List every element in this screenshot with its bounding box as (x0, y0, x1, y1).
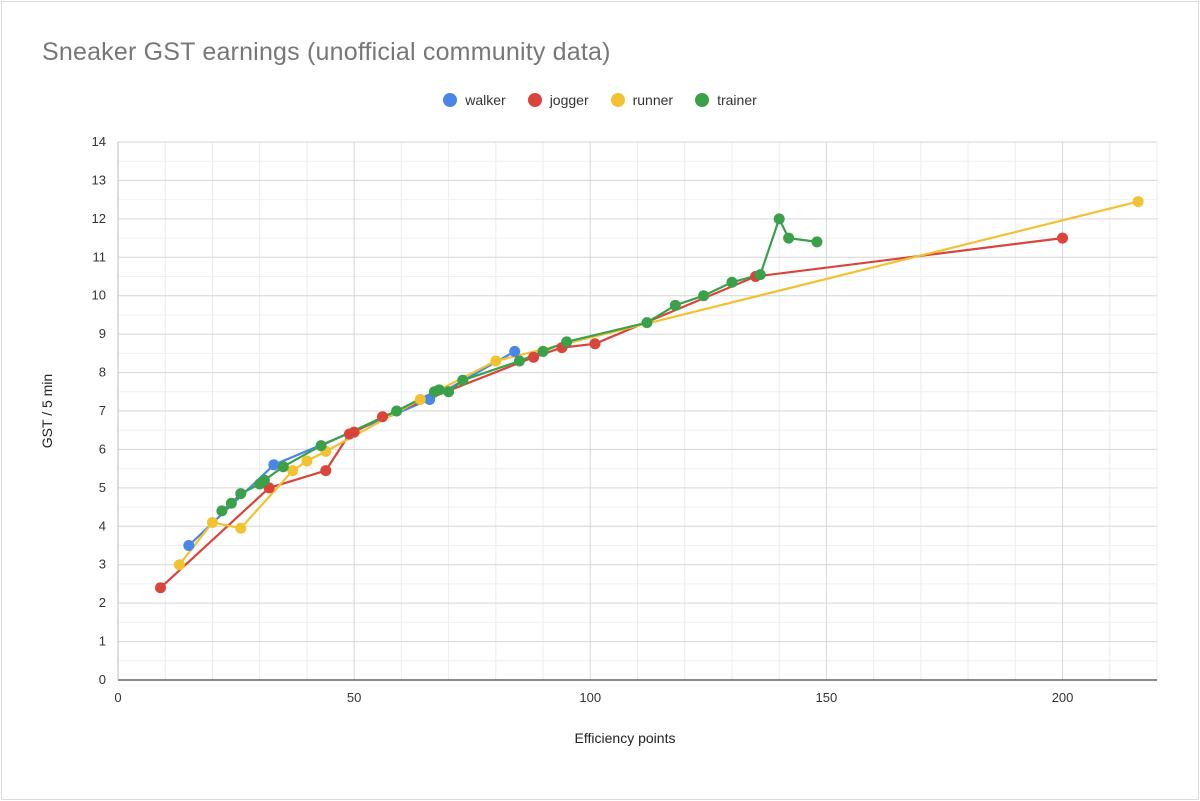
point-trainer (216, 505, 228, 517)
series-line-jogger (159, 237, 1063, 589)
x-axis-label: Efficiency points (575, 730, 676, 746)
point-jogger (348, 426, 360, 438)
y-tick-label: 0 (99, 672, 106, 687)
legend-marker-runner (610, 93, 625, 107)
y-tick-label: 11 (93, 249, 107, 264)
series-points (155, 196, 1144, 594)
point-walker (183, 540, 195, 551)
point-trainer (457, 374, 469, 386)
point-runner (1132, 196, 1144, 208)
point-trainer (754, 269, 766, 281)
y-tick-label: 6 (99, 441, 106, 456)
point-trainer (641, 317, 653, 329)
point-jogger (528, 351, 540, 363)
chart-title: Sneaker GST earnings (unofficial communi… (42, 38, 611, 66)
point-runner (414, 393, 426, 405)
point-trainer (726, 276, 738, 288)
point-trainer (235, 488, 247, 500)
x-tick-label: 200 (1052, 690, 1074, 705)
legend-item-jogger: jogger (527, 90, 589, 110)
point-trainer (669, 299, 681, 311)
legend-label-jogger: jogger (549, 92, 589, 108)
point-trainer (537, 345, 549, 357)
legend-marker-trainer (695, 93, 710, 107)
y-tick-label: 9 (99, 326, 106, 341)
y-tick-label: 10 (92, 288, 106, 303)
legend-label-trainer: trainer (717, 92, 757, 108)
x-tick-label: 50 (347, 690, 361, 705)
y-tick-label: 5 (99, 480, 106, 495)
y-tick-label: 13 (92, 172, 106, 187)
point-trainer (391, 405, 403, 417)
legend-marker-jogger (527, 93, 542, 107)
point-runner (301, 455, 313, 467)
point-runner (206, 516, 218, 528)
point-jogger (1057, 232, 1069, 244)
chart-legend: walker jogger runner trainer (0, 90, 1200, 110)
legend-label-runner: runner (632, 92, 674, 108)
point-trainer (561, 336, 573, 348)
point-runner (287, 465, 299, 477)
point-trainer (773, 213, 785, 225)
point-jogger (320, 465, 332, 477)
point-trainer (277, 461, 289, 473)
y-axis-label: GST / 5 min (39, 374, 55, 448)
point-trainer (225, 497, 237, 509)
point-jogger (376, 411, 388, 423)
legend-item-trainer: trainer (695, 90, 757, 110)
point-walker (268, 459, 280, 471)
point-trainer (258, 474, 270, 486)
axes (117, 142, 1157, 681)
x-tick-label: 150 (816, 690, 838, 705)
legend-item-walker: walker (443, 90, 506, 110)
point-jogger (589, 338, 601, 350)
y-tick-label: 14 (92, 134, 106, 149)
point-walker (509, 345, 521, 357)
point-trainer (443, 386, 455, 398)
y-tick-label: 1 (99, 634, 106, 649)
point-trainer (783, 232, 795, 244)
point-trainer (811, 236, 823, 248)
point-trainer (433, 384, 445, 396)
legend-marker-walker (443, 93, 458, 107)
y-tick-label: 4 (99, 518, 106, 533)
major-grid (118, 141, 1157, 680)
point-runner (173, 559, 185, 571)
y-tick-label: 3 (99, 557, 106, 572)
point-jogger (155, 582, 167, 594)
minor-grid (118, 142, 1158, 680)
y-tick-label: 2 (99, 595, 106, 610)
point-runner (235, 522, 247, 534)
point-trainer (315, 440, 327, 452)
y-tick-label: 8 (99, 365, 106, 380)
y-tick-label: 12 (92, 211, 106, 226)
point-trainer (513, 355, 525, 367)
series-line-runner (178, 200, 1139, 566)
x-tick-label: 100 (579, 690, 601, 705)
y-tick-label: 7 (99, 403, 106, 418)
legend-label-walker: walker (465, 92, 506, 108)
x-tick-label: 0 (114, 690, 121, 705)
point-trainer (698, 290, 710, 302)
point-runner (490, 355, 502, 367)
legend-item-runner: runner (610, 90, 674, 110)
